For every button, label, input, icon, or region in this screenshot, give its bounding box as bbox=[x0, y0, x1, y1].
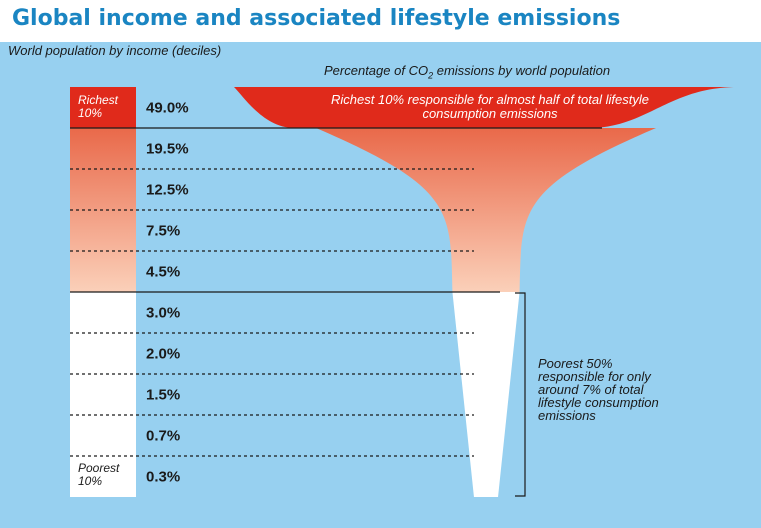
poorest-label-line-2: 10% bbox=[78, 474, 103, 488]
funnel-lower-white bbox=[452, 292, 520, 497]
value-label: 12.5% bbox=[146, 182, 189, 199]
poorest-note-line-5: emissions bbox=[538, 408, 596, 423]
poorest-decile-label: Poorest 10% bbox=[78, 462, 119, 488]
value-label: 19.5% bbox=[146, 141, 189, 158]
richest-annotation: Richest 10% responsible for almost half … bbox=[300, 93, 680, 121]
x-axis-label-suffix: emissions by world population bbox=[436, 63, 611, 78]
poorest-note-line-2: responsible for only bbox=[538, 369, 651, 384]
richest-label-line-1: Richest bbox=[78, 93, 119, 107]
richest-note-line-2: consumption emissions bbox=[422, 106, 558, 121]
poorest-note-line-1: Poorest 50% bbox=[538, 356, 613, 371]
x-axis-label: Percentage of CO2 emissions by world pop… bbox=[324, 63, 610, 81]
richest-label-line-2: 10% bbox=[78, 106, 103, 120]
richest-note-line-1: Richest 10% responsible for almost half … bbox=[331, 92, 649, 107]
value-label: 7.5% bbox=[146, 223, 180, 240]
poorest-annotation: Poorest 50% responsible for only around … bbox=[538, 357, 708, 422]
value-label: 0.3% bbox=[146, 469, 180, 486]
x-axis-label-co2: CO bbox=[408, 63, 429, 78]
value-label: 0.7% bbox=[146, 428, 180, 445]
x-axis-label-sub: 2 bbox=[428, 70, 434, 81]
value-label: 4.5% bbox=[146, 264, 180, 281]
richest-decile-label: Richest 10% bbox=[78, 94, 118, 120]
value-label: 49.0% bbox=[146, 100, 189, 117]
x-axis-label-prefix: Percentage of bbox=[324, 63, 405, 78]
value-label: 1.5% bbox=[146, 387, 180, 404]
value-label: 3.0% bbox=[146, 305, 180, 322]
richest-decile-cell bbox=[70, 87, 136, 128]
value-label: 2.0% bbox=[146, 346, 180, 363]
chart-title: Global income and associated lifestyle e… bbox=[12, 6, 621, 31]
poorest-note-line-4: lifestyle consumption bbox=[538, 395, 659, 410]
poorest-bracket bbox=[515, 292, 526, 497]
poorest-label-line-1: Poorest bbox=[78, 461, 120, 475]
funnel-richest-band bbox=[234, 87, 738, 128]
lower-deciles-white-column bbox=[70, 292, 136, 497]
poorest-note-line-3: around 7% of total bbox=[538, 382, 644, 397]
